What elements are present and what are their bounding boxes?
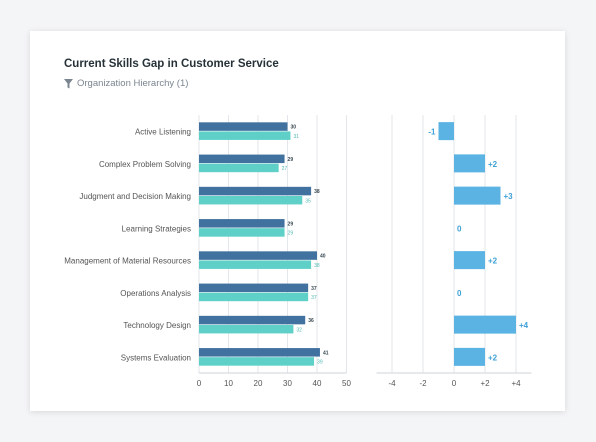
- category-label: Complex Problem Solving: [99, 160, 191, 169]
- gap-bar: [454, 154, 485, 173]
- gap-value-label: 0: [457, 224, 462, 233]
- category-label: Management of Material Resources: [64, 257, 191, 266]
- right-tick-label: +2: [480, 379, 490, 388]
- bar-dark: [199, 283, 309, 293]
- bar-light-value: 37: [311, 295, 317, 301]
- left-tick-label: 40: [313, 379, 322, 388]
- category-label: Systems Evaluation: [121, 353, 191, 362]
- left-tick-label: 10: [224, 379, 233, 388]
- gap-bar: [438, 122, 454, 141]
- left-tick-label: 30: [283, 379, 292, 388]
- category-label: Learning Strategies: [122, 224, 191, 233]
- bar-light: [199, 195, 303, 205]
- bar-light: [199, 131, 291, 140]
- right-tick-label: -2: [419, 379, 427, 388]
- bar-dark-value: 29: [288, 221, 294, 227]
- bar-light: [199, 292, 309, 302]
- gap-value-label: 0: [457, 289, 462, 298]
- bar-dark: [199, 219, 285, 228]
- gap-value-label: -1: [428, 128, 436, 137]
- bar-dark-value: 37: [311, 286, 317, 292]
- chart-title: Current Skills Gap in Customer Service: [64, 58, 279, 70]
- bar-light: [199, 260, 312, 269]
- gap-value-label: +3: [504, 192, 514, 201]
- bar-light-value: 35: [305, 198, 311, 204]
- bar-dark: [199, 251, 317, 260]
- category-label: Operations Analysis: [120, 289, 191, 298]
- bar-dark: [199, 154, 285, 164]
- bar-light: [199, 228, 285, 237]
- bar-dark: [199, 315, 306, 325]
- bar-dark: [199, 186, 312, 196]
- gap-value-label: +2: [488, 160, 498, 169]
- category-label: Technology Design: [123, 321, 191, 330]
- bar-dark-value: 29: [288, 157, 294, 163]
- bar-light: [199, 357, 315, 366]
- bar-light-value: 27: [282, 166, 288, 172]
- gap-value-label: +2: [488, 353, 498, 362]
- bar-dark: [199, 348, 320, 357]
- left-tick-label: 20: [254, 379, 263, 388]
- bar-dark: [199, 122, 288, 131]
- skills-gap-card: Current Skills Gap in Customer Service O…: [30, 31, 565, 411]
- filter-label: Organization Hierarchy (1): [77, 78, 189, 89]
- gap-bar: [454, 251, 485, 270]
- filter-indicator[interactable]: Organization Hierarchy (1): [64, 78, 188, 89]
- skills-chart: Active Listening 30 31 -1 Complex Problem So…: [64, 115, 532, 388]
- bar-light-value: 29: [288, 231, 294, 237]
- right-tick-label: +4: [511, 379, 521, 388]
- gap-value-label: +4: [519, 321, 529, 330]
- right-tick-label: -4: [388, 379, 396, 388]
- category-label: Judgment and Decision Making: [79, 192, 191, 201]
- bar-dark-value: 40: [320, 254, 326, 260]
- bar-dark-value: 36: [308, 318, 314, 324]
- gap-value-label: +2: [488, 257, 498, 266]
- bar-light: [199, 324, 294, 334]
- left-tick-label: 50: [342, 379, 351, 388]
- bar-light-value: 39: [317, 360, 323, 366]
- left-tick-label: 0: [197, 379, 202, 388]
- gap-bar: [454, 186, 501, 205]
- category-label: Active Listening: [135, 128, 191, 137]
- gap-bar: [454, 347, 485, 366]
- bar-dark-value: 30: [291, 125, 297, 131]
- bar-dark-value: 41: [323, 350, 329, 356]
- bar-dark-value: 38: [314, 189, 320, 195]
- bar-light-value: 38: [314, 263, 320, 269]
- bar-light: [199, 163, 279, 173]
- bar-light-value: 32: [296, 327, 302, 333]
- right-tick-label: 0: [452, 379, 457, 388]
- filter-icon: [64, 78, 73, 88]
- bar-light-value: 31: [293, 134, 299, 140]
- gap-bar: [454, 315, 516, 334]
